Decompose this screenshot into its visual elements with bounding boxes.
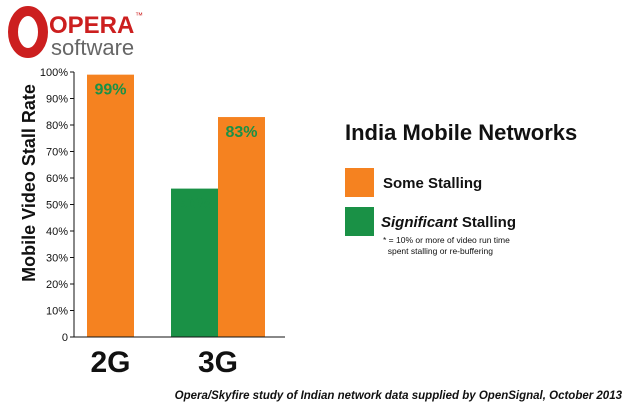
x-category-label: 2G bbox=[90, 346, 130, 379]
y-tick-label: 90% bbox=[46, 94, 68, 106]
legend-label-emphasis: Significant bbox=[381, 214, 458, 231]
y-tick-label: 40% bbox=[46, 226, 68, 238]
data-label: 56% bbox=[178, 196, 210, 213]
opera-software-logo: OPERA ™ software bbox=[8, 6, 143, 60]
legend-footnote: * = 10% or more of video run time spent … bbox=[383, 235, 510, 256]
x-category-label: 3G bbox=[198, 346, 238, 379]
y-tick-label: 100% bbox=[40, 67, 68, 79]
brand-sub: software bbox=[51, 35, 134, 60]
legend-title: India Mobile Networks bbox=[345, 120, 578, 145]
y-tick-label: 80% bbox=[46, 120, 68, 132]
y-tick-label: 20% bbox=[46, 279, 68, 291]
legend-label-significant-stalling: Significant Stalling bbox=[381, 214, 516, 231]
bar-2g-some-stalling bbox=[87, 74, 134, 338]
source-citation: Opera/Skyfire study of Indian network da… bbox=[174, 390, 622, 402]
bar-3g-some-stalling bbox=[218, 117, 265, 337]
y-tick-label: 30% bbox=[46, 253, 68, 265]
bar-3g-significant-stalling bbox=[171, 188, 218, 337]
y-tick-label: 60% bbox=[46, 173, 68, 185]
data-label: 99% bbox=[94, 82, 126, 99]
y-tick-label: 50% bbox=[46, 200, 68, 212]
y-axis-label: Mobile Video Stall Rate bbox=[19, 84, 39, 282]
brand-name: OPERA bbox=[49, 12, 134, 39]
legend-swatch-some-stalling bbox=[345, 168, 374, 197]
data-label: 83% bbox=[225, 124, 257, 141]
y-tick-label: 10% bbox=[46, 306, 68, 318]
opera-o-icon bbox=[8, 6, 48, 58]
y-tick-label: 70% bbox=[46, 147, 68, 159]
legend-swatch-significant-stalling bbox=[345, 207, 374, 236]
brand-tm: ™ bbox=[135, 11, 143, 20]
legend-label-rest: Stalling bbox=[457, 214, 517, 231]
legend-label-some-stalling: Some Stalling bbox=[383, 175, 483, 192]
y-tick-label: 0 bbox=[62, 332, 68, 344]
